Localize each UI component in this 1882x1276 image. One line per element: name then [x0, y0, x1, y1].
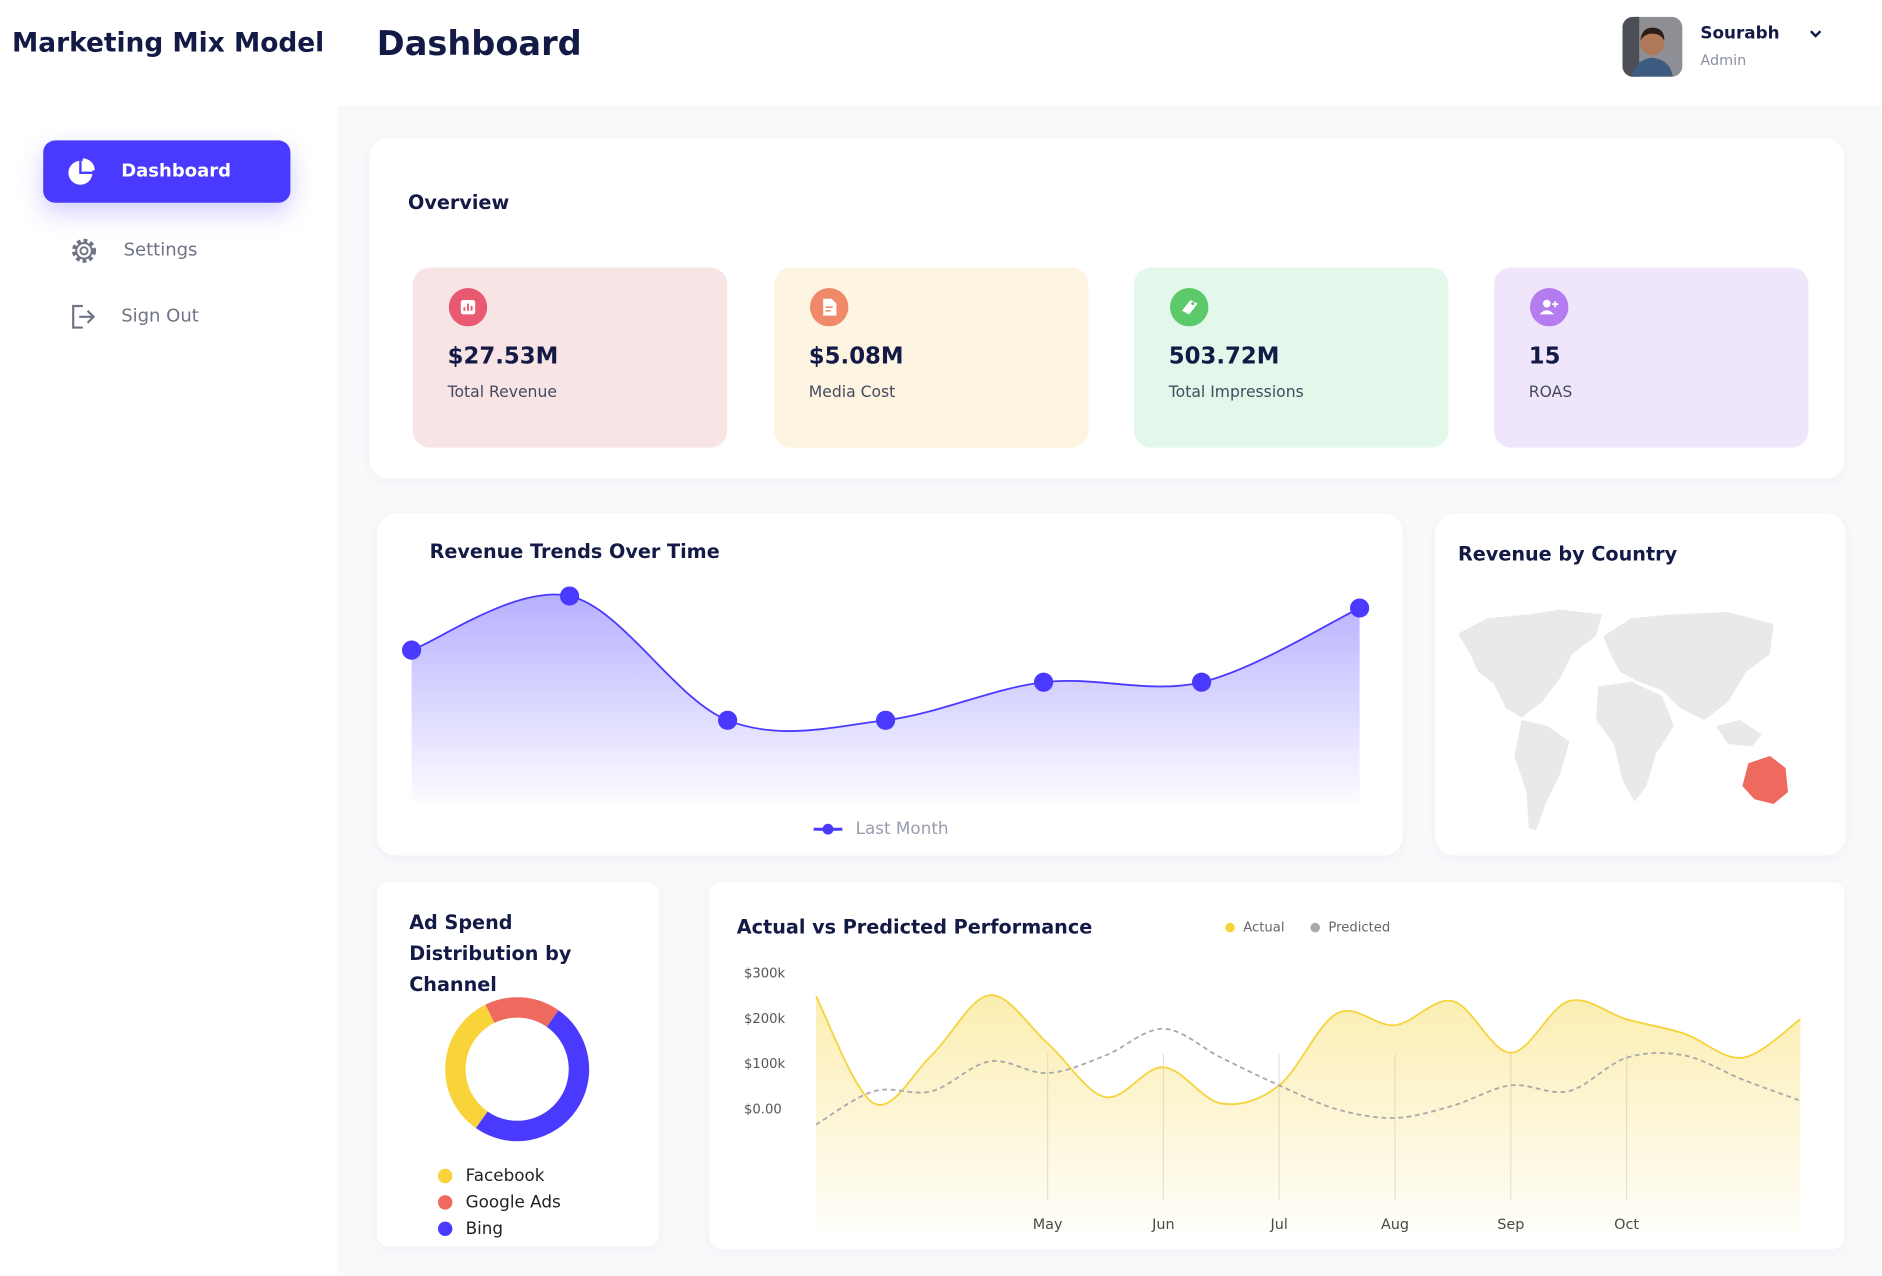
kpi-icon	[810, 288, 849, 327]
kpi-value: $27.53M	[447, 343, 559, 370]
nav-label: Dashboard	[121, 159, 231, 182]
nav-label: Settings	[123, 238, 198, 261]
chart-title: Actual vs Predicted Performance	[736, 915, 1093, 939]
chart-title: Ad Spend Distribution by Channel	[409, 910, 572, 997]
settings-icon	[72, 238, 97, 263]
kpi-card: 15 ROAS	[1494, 267, 1809, 448]
kpi-icon	[448, 288, 488, 327]
map-title: Revenue by Country	[1458, 542, 1678, 566]
kpi-value: 15	[1528, 343, 1561, 370]
overview-title: Overview	[408, 190, 510, 214]
avatar[interactable]	[1622, 16, 1683, 77]
kpi-value: 503.72M	[1168, 343, 1280, 370]
nav-item[interactable]: Sign Out	[43, 286, 290, 348]
kpi-icon	[1170, 288, 1209, 327]
kpi-label: ROAS	[1528, 384, 1573, 403]
kpi-card: 503.72M Total Impressions	[1134, 267, 1449, 448]
nav-item[interactable]: Settings	[43, 220, 290, 282]
dashboard-icon	[68, 158, 95, 185]
kpi-label: Media Cost	[808, 384, 896, 403]
user-menu-chevron[interactable]	[1807, 28, 1824, 42]
kpi-icon	[1530, 288, 1569, 327]
signout-icon	[72, 304, 96, 329]
kpi-label: Total Revenue	[447, 384, 557, 403]
nav-label: Sign Out	[121, 304, 199, 327]
kpi-card: $27.53M Total Revenue	[412, 267, 728, 448]
nav-item[interactable]: Dashboard	[43, 140, 291, 203]
kpi-label: Total Impressions	[1168, 384, 1304, 403]
page-title: Dashboard	[376, 24, 582, 64]
kpi-value: $5.08M	[808, 343, 904, 370]
user-name: Sourabh	[1700, 24, 1780, 44]
kpi-card: $5.08M Media Cost	[774, 267, 1089, 448]
revenue-trend-panel	[376, 513, 1403, 856]
user-role: Admin	[1700, 51, 1747, 69]
chart-title: Revenue Trends Over Time	[429, 540, 720, 563]
brand: Marketing Mix Model	[12, 28, 325, 59]
